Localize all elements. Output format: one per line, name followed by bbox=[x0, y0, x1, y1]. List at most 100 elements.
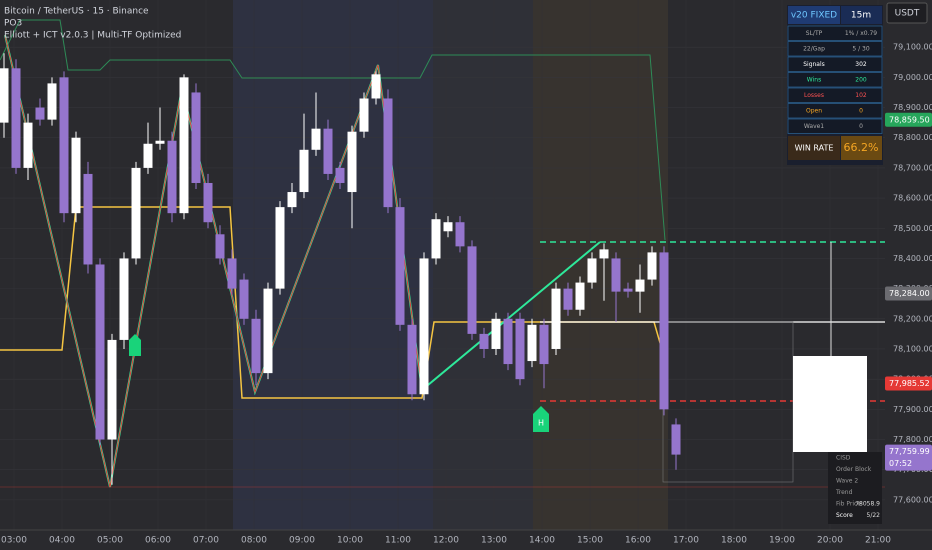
x-tick-label: 21:00 bbox=[865, 536, 891, 546]
info-panel: CISD Order Block Wave 2 Trend Fib Price78058… bbox=[828, 452, 882, 524]
y-tick-label: 78,900.00 bbox=[893, 103, 932, 112]
candle-body bbox=[167, 140, 177, 214]
row-label: 22/Gap bbox=[803, 46, 825, 53]
candle-body bbox=[335, 167, 345, 183]
row-label: Signals bbox=[803, 61, 825, 68]
candle-body bbox=[419, 258, 429, 395]
candle-body bbox=[467, 246, 477, 334]
candle-body bbox=[671, 424, 681, 455]
candle-body bbox=[443, 222, 453, 232]
candle-body bbox=[59, 77, 69, 214]
candle-body bbox=[347, 131, 357, 193]
candle-body bbox=[515, 318, 525, 380]
candle-body bbox=[95, 264, 105, 440]
x-tick-label: 11:00 bbox=[385, 536, 411, 546]
candle-body bbox=[131, 167, 141, 259]
info-bg bbox=[828, 452, 882, 524]
price-label: 77,985.52 bbox=[889, 379, 930, 388]
x-tick-label: 14:00 bbox=[529, 536, 555, 546]
candle-body bbox=[575, 282, 585, 310]
row-bg bbox=[787, 25, 883, 41]
x-tick-label: 10:00 bbox=[337, 536, 363, 546]
currency-button[interactable] bbox=[886, 2, 928, 24]
info-label: Score bbox=[836, 512, 853, 519]
winrate: 66.2% bbox=[844, 141, 879, 154]
row-label: Losses bbox=[804, 92, 824, 99]
candle-body bbox=[143, 143, 153, 168]
y-tick-label: 78,700.00 bbox=[893, 163, 932, 172]
candle-body bbox=[311, 128, 321, 150]
panel-title: v20 FIXED bbox=[791, 11, 837, 21]
candle-body bbox=[383, 98, 393, 208]
row-value: 1% / x0.79 bbox=[845, 30, 877, 37]
candle-body bbox=[491, 318, 501, 349]
price-label: 78,859.50 bbox=[889, 115, 930, 124]
info-value: 5/22 bbox=[867, 512, 881, 519]
candle-body bbox=[323, 128, 333, 174]
candle-body bbox=[647, 252, 657, 280]
candle-body bbox=[287, 192, 297, 208]
y-tick-label: 79,100.00 bbox=[893, 43, 932, 52]
white-box bbox=[793, 356, 867, 452]
candle-body bbox=[275, 207, 285, 289]
x-tick-label: 07:00 bbox=[193, 536, 219, 546]
chart-title: Bitcoin / TetherUS · 15 · Binance bbox=[4, 7, 149, 17]
candle-body bbox=[263, 288, 273, 374]
price-label: 78,284.00 bbox=[889, 289, 930, 298]
candle-body bbox=[215, 234, 225, 259]
grid bbox=[0, 0, 885, 530]
row-label: SL/TP bbox=[806, 30, 823, 37]
candle-body bbox=[299, 149, 309, 193]
x-tick-label: 15:00 bbox=[577, 536, 603, 546]
candle-body bbox=[107, 339, 117, 440]
price-label-bg bbox=[885, 286, 932, 301]
x-tick-label: 19:00 bbox=[769, 536, 795, 546]
y-tick-label: 78,500.00 bbox=[893, 224, 932, 233]
candle-body bbox=[599, 249, 609, 259]
candle-body bbox=[539, 324, 549, 365]
countdown: 07:52 bbox=[889, 459, 912, 468]
x-tick-label: 17:00 bbox=[673, 536, 699, 546]
winrate-label-bg bbox=[788, 136, 840, 160]
x-tick-label: 05:00 bbox=[97, 536, 123, 546]
panel-rows: SL/TP 1% / x0.79 22/Gap 5 / 30 Signals 302 Win… bbox=[787, 25, 883, 134]
candle-body bbox=[35, 107, 45, 120]
candle-body bbox=[623, 288, 633, 292]
currency[interactable]: USDT bbox=[895, 9, 920, 19]
panel-header bbox=[788, 6, 840, 24]
price-label-bg bbox=[885, 112, 932, 127]
candle-body bbox=[407, 324, 417, 395]
x-tick-label: 04:00 bbox=[49, 536, 75, 546]
x-tick-label: 08:00 bbox=[241, 536, 267, 546]
x-tick-label: 03:00 bbox=[1, 536, 27, 546]
row-bg bbox=[787, 41, 883, 57]
candle-body bbox=[83, 173, 93, 265]
session-band bbox=[533, 0, 668, 530]
y-tick-label: 78,400.00 bbox=[893, 254, 932, 263]
candle-body bbox=[0, 68, 9, 123]
candle-body bbox=[527, 324, 537, 362]
x-tick-label: 09:00 bbox=[289, 536, 315, 546]
candle-body bbox=[563, 288, 573, 310]
row-value: 102 bbox=[855, 92, 867, 99]
candle-body bbox=[251, 318, 261, 374]
y-tick-label: 78,800.00 bbox=[893, 133, 932, 142]
candle-body bbox=[71, 137, 81, 214]
row-label: Open bbox=[806, 108, 822, 115]
candle-body bbox=[371, 74, 381, 99]
candle-body bbox=[611, 258, 621, 292]
x-tick-label: 16:00 bbox=[625, 536, 651, 546]
signal-marker bbox=[533, 406, 549, 432]
y-tick-label: 78,200.00 bbox=[893, 314, 932, 323]
candle-body bbox=[191, 92, 201, 183]
candle-body bbox=[659, 252, 669, 410]
info-label: Fib Price bbox=[836, 501, 861, 508]
info-label: Trend bbox=[835, 489, 853, 496]
candle-body bbox=[239, 279, 249, 319]
candle-body bbox=[11, 68, 21, 168]
y-tick-label: 79,000.00 bbox=[893, 73, 932, 82]
info-label: CISD bbox=[836, 455, 851, 462]
candle-body bbox=[359, 98, 369, 132]
winrate-bg bbox=[841, 136, 882, 160]
